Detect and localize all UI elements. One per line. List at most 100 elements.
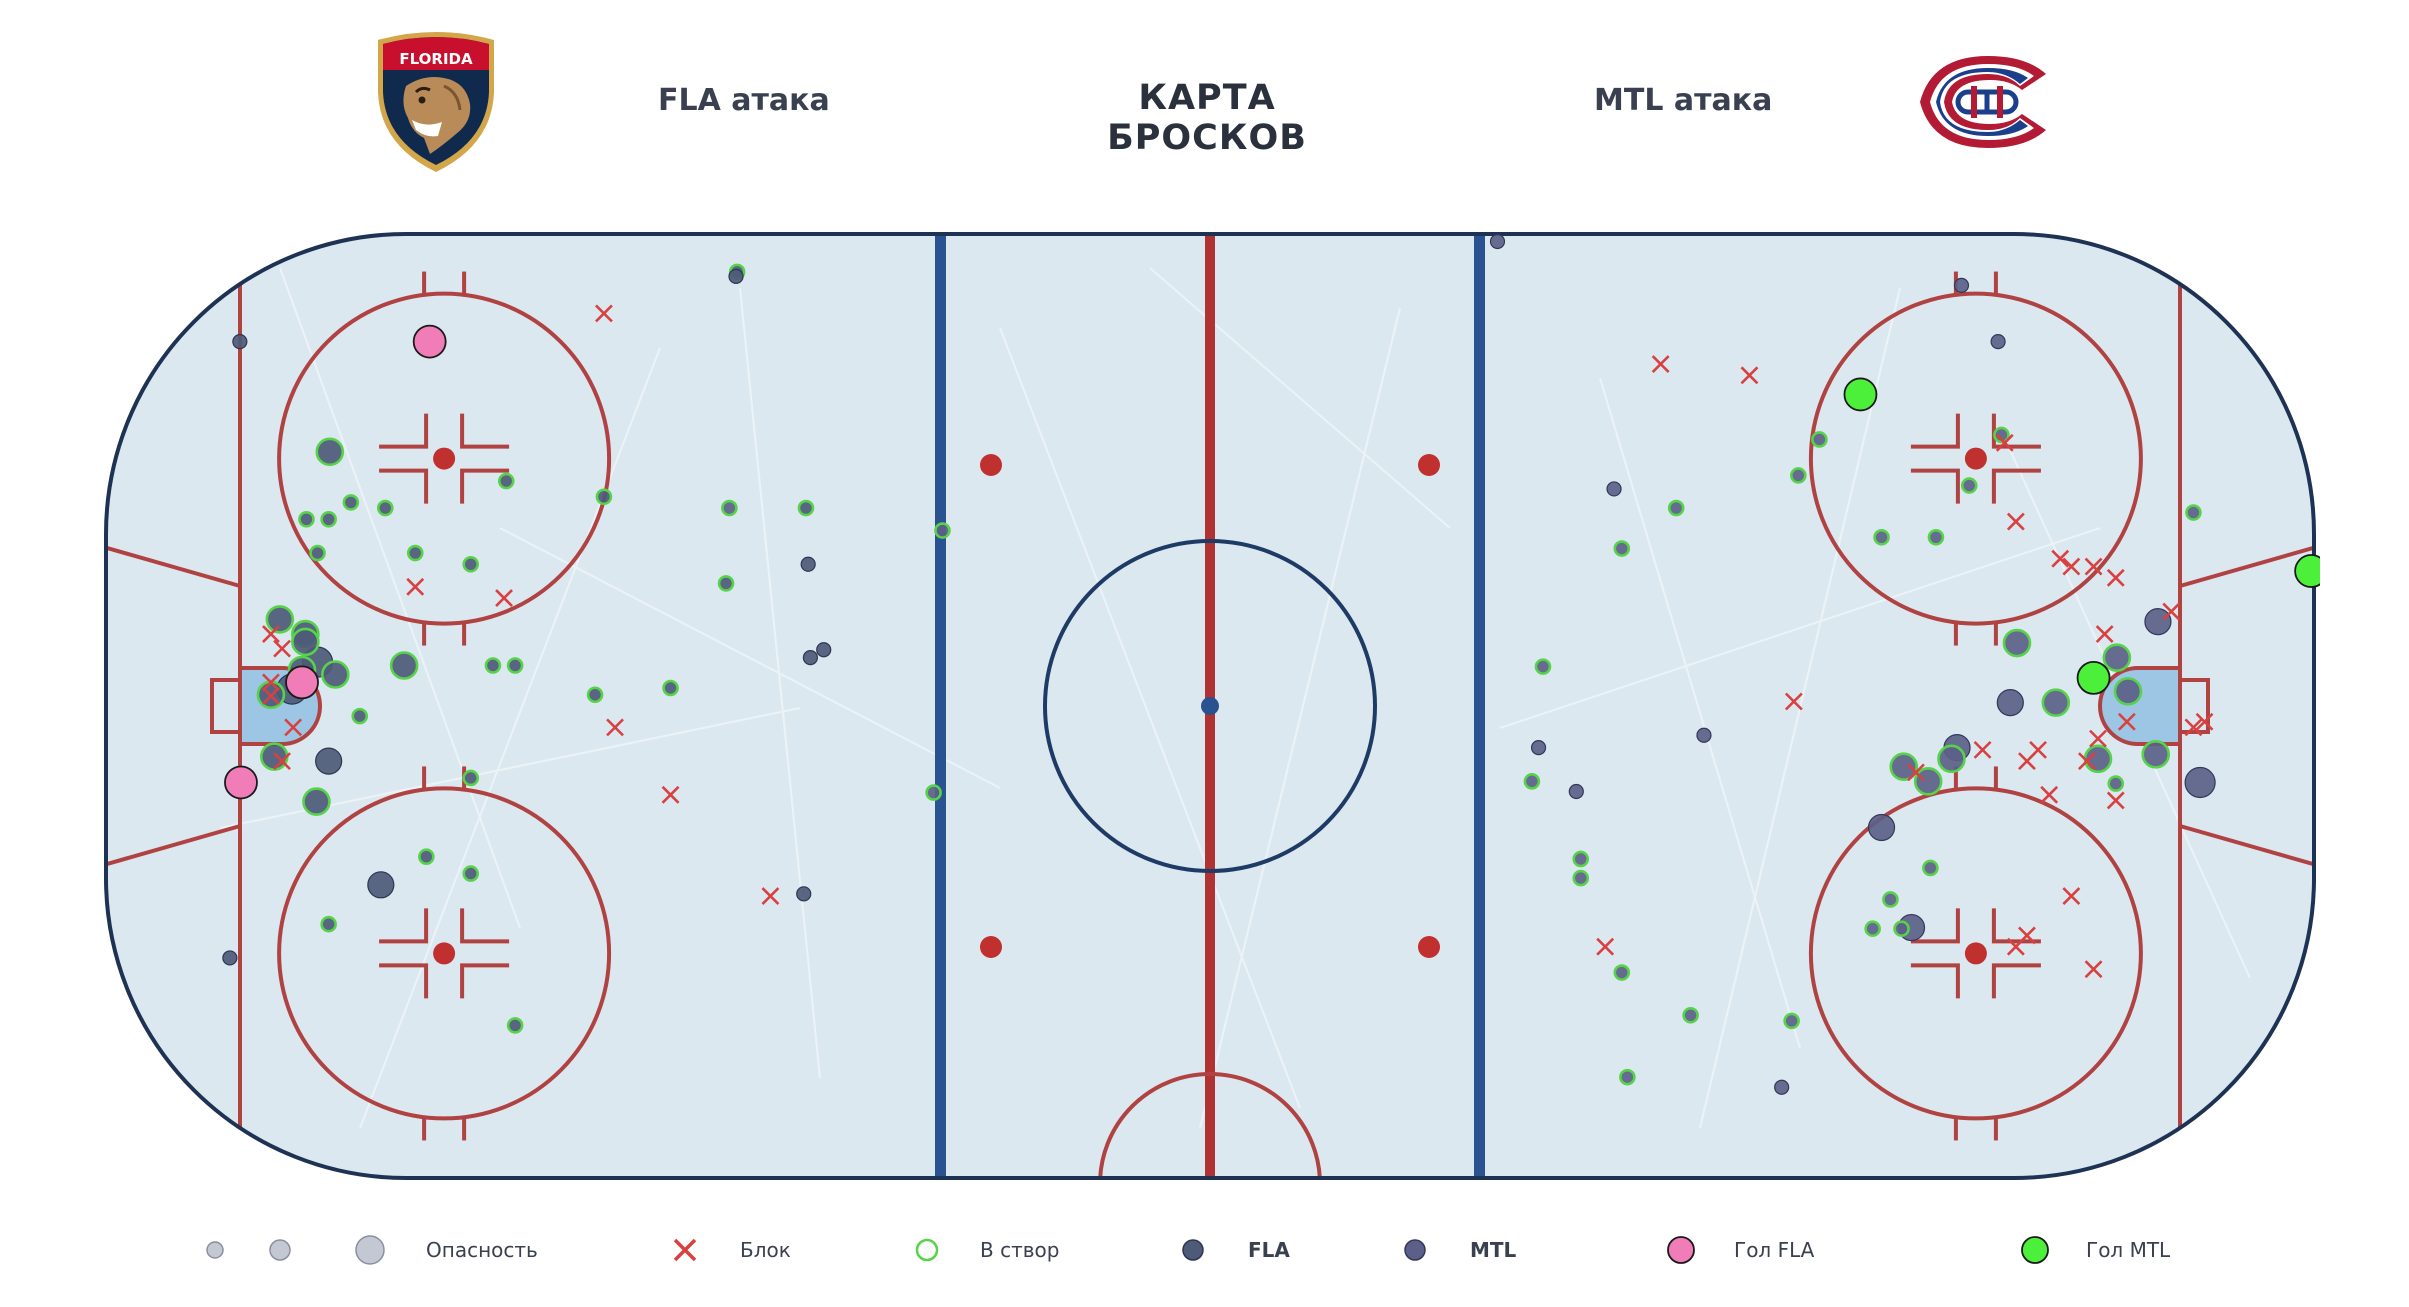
faceoff-dot bbox=[1964, 447, 1987, 470]
fla-on-goal-shot bbox=[309, 544, 326, 562]
legend-danger-label: Опасность bbox=[426, 1238, 538, 1262]
block-mark bbox=[2106, 791, 2125, 810]
block-mark bbox=[2117, 712, 2136, 731]
mtl-on-goal-shot bbox=[721, 499, 738, 517]
fla-on-goal-shot bbox=[506, 1017, 524, 1034]
faceoff-hashes bbox=[1910, 413, 2041, 504]
mtl-shot bbox=[1530, 740, 1547, 756]
rink bbox=[104, 232, 2320, 1180]
legend-mtl: MTL bbox=[1400, 1225, 1516, 1275]
fla-on-goal-shot bbox=[717, 575, 735, 592]
mtl-on-goal-shot bbox=[1572, 869, 1590, 887]
mtl-shot bbox=[1867, 813, 1896, 842]
block-mark bbox=[262, 625, 280, 643]
center-dot bbox=[1201, 697, 1219, 715]
legend-danger: Опасность bbox=[200, 1225, 538, 1275]
faceoff-hashes bbox=[379, 413, 510, 504]
mtl-on-goal-shot bbox=[1893, 920, 1910, 937]
mtl-on-goal-shot bbox=[2141, 740, 2171, 769]
fla-on-goal-shot bbox=[462, 555, 480, 573]
fla-on-goal-shot bbox=[302, 787, 331, 816]
mtl-on-goal-shot bbox=[1523, 773, 1541, 790]
block-mark bbox=[262, 673, 280, 692]
fla-on-goal-shot bbox=[462, 769, 480, 787]
fla-shot bbox=[802, 650, 819, 666]
block-mark bbox=[2077, 752, 2096, 771]
fla-on-goal-shot bbox=[418, 848, 435, 866]
mtl-on-goal-shot bbox=[1913, 767, 1943, 796]
block-mark bbox=[1784, 692, 1803, 711]
fla-shot bbox=[315, 747, 343, 775]
block-mark bbox=[595, 304, 613, 323]
block-mark bbox=[761, 887, 780, 905]
goal-mtl-icon bbox=[2021, 1236, 2049, 1264]
legend: Опасность Блок В створ FLA MTL Гол FLA bbox=[0, 1225, 2409, 1275]
block-mark bbox=[1907, 763, 1925, 782]
montreal-canadiens-logo bbox=[1914, 52, 2056, 158]
mtl-on-goal-shot bbox=[1864, 920, 1881, 937]
fla-attack-label: FLA атака bbox=[658, 83, 830, 118]
block-mark bbox=[262, 686, 280, 705]
mtl-shot bbox=[1568, 783, 1584, 800]
block-mark bbox=[2029, 740, 2047, 759]
mtl-on-goal-shot bbox=[1790, 467, 1807, 484]
header: FLORIDA FLA атака КАРТА БРОСКОВ MTL атак… bbox=[0, 0, 2409, 200]
page-title: КАРТА БРОСКОВ bbox=[1107, 78, 1307, 158]
block-mark bbox=[284, 718, 303, 737]
mtl-dot-icon bbox=[1404, 1239, 1426, 1261]
faceoff-circle bbox=[1808, 786, 2143, 1121]
legend-goal-fla: Гол FLA bbox=[1664, 1225, 1814, 1275]
block-mark bbox=[273, 752, 291, 771]
block-mark bbox=[661, 785, 680, 804]
legend-on-goal-label: В створ bbox=[980, 1238, 1060, 1262]
mtl-on-goal-shot bbox=[2185, 504, 2202, 521]
left-blue-line bbox=[935, 234, 946, 1178]
block-mark bbox=[606, 718, 624, 737]
block-mark bbox=[406, 577, 425, 596]
logo-text: FLORIDA bbox=[399, 50, 473, 68]
mtl-on-goal-shot bbox=[1783, 1012, 1800, 1030]
legend-fla: FLA bbox=[1178, 1225, 1290, 1275]
goal-mtl-mark bbox=[2076, 660, 2111, 695]
faceoff-dot bbox=[433, 942, 456, 965]
fla-on-goal-shot bbox=[406, 544, 424, 562]
block-mark bbox=[1973, 740, 1992, 759]
mtl-on-goal-shot bbox=[1811, 431, 1828, 448]
block-mark bbox=[2084, 557, 2103, 576]
mtl-attack-label: MTL атака bbox=[1594, 83, 1773, 118]
fla-on-goal-shot bbox=[797, 499, 815, 517]
block-mark bbox=[2089, 729, 2107, 748]
mtl-on-goal-shot bbox=[1889, 752, 1919, 782]
neutral-zone-dots bbox=[980, 454, 1440, 958]
fla-on-goal-shot bbox=[462, 865, 480, 882]
fla-on-goal-shot bbox=[484, 657, 502, 674]
legend-fla-label: FLA bbox=[1248, 1238, 1290, 1262]
mtl-on-goal-shot bbox=[2113, 677, 2143, 706]
fla-on-goal-shot bbox=[376, 499, 394, 517]
fla-on-goal-shot bbox=[586, 686, 604, 704]
block-mark bbox=[2062, 887, 2081, 905]
block-mark bbox=[2040, 785, 2059, 804]
block-mark bbox=[1596, 937, 1615, 956]
mtl-shot bbox=[2184, 766, 2216, 799]
mtl-shot bbox=[2144, 608, 2172, 636]
fla-on-goal-shot bbox=[497, 472, 515, 490]
faceoff-circle bbox=[277, 291, 612, 626]
mtl-on-goal-shot bbox=[1927, 528, 1945, 546]
fla-on-goal-shot bbox=[506, 657, 524, 674]
block-x-icon bbox=[673, 1238, 697, 1262]
fla-on-goal-shot bbox=[298, 510, 315, 528]
fla-on-goal-shot bbox=[342, 494, 360, 511]
rink-boards bbox=[104, 232, 2316, 1180]
block-mark bbox=[2084, 960, 2103, 979]
block-mark bbox=[2062, 557, 2081, 576]
fla-on-goal-shot bbox=[662, 679, 679, 697]
fla-on-goal-shot bbox=[321, 660, 350, 689]
block-mark bbox=[2095, 625, 2114, 643]
mtl-on-goal-shot bbox=[1922, 859, 1939, 877]
mtl-shot bbox=[1489, 233, 1506, 250]
fla-on-goal-shot bbox=[351, 707, 369, 725]
mtl-shot bbox=[1606, 481, 1622, 497]
mtl-on-goal-shot bbox=[1882, 891, 1899, 908]
mtl-shot bbox=[1953, 277, 1970, 293]
